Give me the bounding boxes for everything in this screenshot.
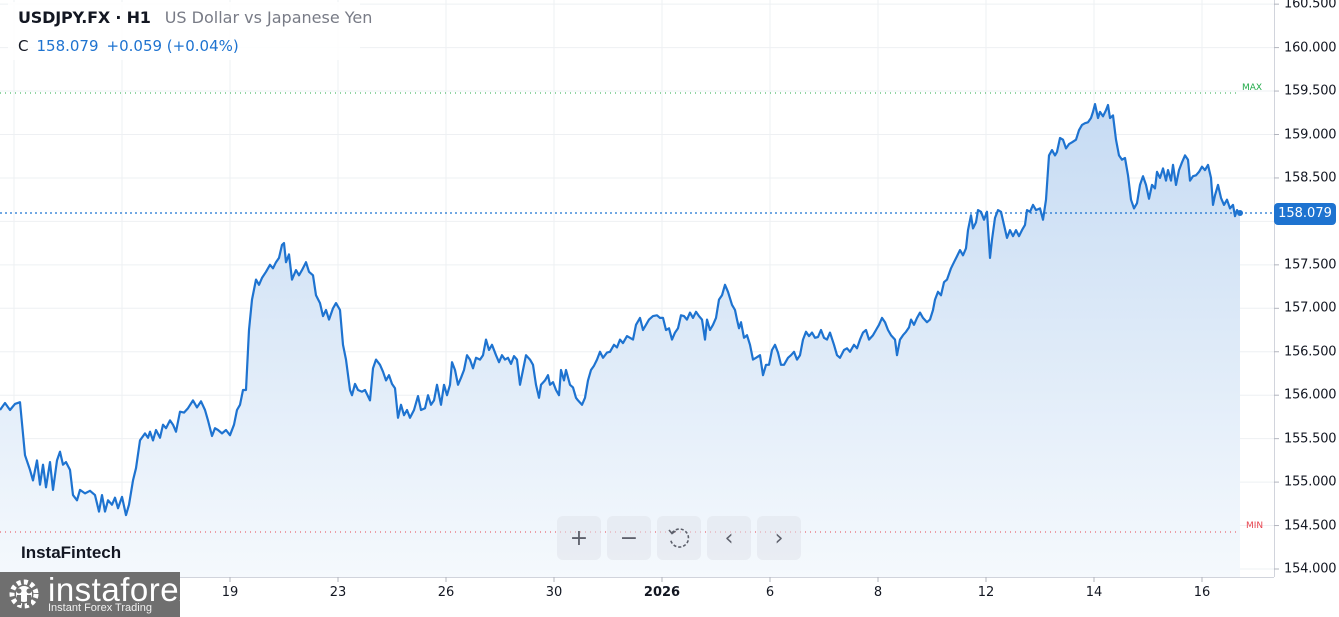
reset-button[interactable] <box>657 516 701 560</box>
chart-navigation-controls: + − ‹ › <box>557 516 801 560</box>
price-axis-label: 160.500 <box>1284 0 1337 12</box>
chart-legend: USDJPY.FX · H1 US Dollar vs Japanese Yen … <box>8 2 372 60</box>
price-axis-label: 159.500 <box>1284 83 1337 99</box>
zoom-out-button[interactable]: − <box>607 516 651 560</box>
price-axis-label: 159.000 <box>1284 127 1337 142</box>
logo-tagline: Instant Forex Trading <box>48 602 152 614</box>
symbol-description: US Dollar vs Japanese Yen <box>164 8 373 27</box>
price-axis-label: 160.000 <box>1284 40 1337 56</box>
minus-icon: − <box>619 525 639 551</box>
min-label: MIN <box>1246 521 1264 531</box>
time-axis-label: 6 <box>765 585 775 600</box>
brand-watermark: InstaFintech <box>21 543 122 562</box>
zoom-in-button[interactable]: + <box>557 516 601 560</box>
chevron-right-icon: › <box>774 525 784 551</box>
price-axis-label: 158.500 <box>1284 170 1337 186</box>
plus-icon: + <box>569 525 589 551</box>
time-axis-label: 30 <box>545 585 563 600</box>
time-axis-label: 8 <box>873 585 883 600</box>
chevron-left-icon: ‹ <box>724 525 734 551</box>
max-label: MAX <box>1242 83 1263 93</box>
close-label: C <box>18 37 29 55</box>
symbol-title[interactable]: USDJPY.FX · H1 <box>18 8 151 27</box>
price-axis-label: 155.000 <box>1284 474 1337 490</box>
price-axis-label: 157.000 <box>1284 300 1337 316</box>
time-axis-label: 12 <box>977 585 995 600</box>
reset-icon <box>668 528 690 548</box>
price-line <box>0 103 1241 517</box>
price-axis-label: 156.000 <box>1284 387 1337 403</box>
logo-wordmark: instaforex <box>48 571 197 608</box>
time-axis-label: 23 <box>329 585 347 600</box>
scroll-left-button[interactable]: ‹ <box>707 516 751 560</box>
price-axis-label: 156.500 <box>1284 344 1337 360</box>
price-axis-label: 155.500 <box>1284 431 1337 447</box>
time-axis-label: 16 <box>1193 585 1211 600</box>
gear-people-icon <box>9 579 39 609</box>
time-axis-label: 14 <box>1085 585 1103 600</box>
time-axis-label: 26 <box>437 585 455 600</box>
scroll-right-button[interactable]: › <box>757 516 801 560</box>
price-axis-label: 157.500 <box>1284 257 1337 273</box>
last-price-tag: 158.079 <box>1274 203 1336 225</box>
price-axis-label: 154.500 <box>1284 518 1337 534</box>
instaforex-logo: instaforex Instant Forex Trading <box>0 572 196 617</box>
last-price-dot <box>1237 210 1243 216</box>
time-axis-label: 19 <box>221 585 239 600</box>
time-axis-label: 2026 <box>643 585 681 600</box>
price-axis-label: 154.000 <box>1284 561 1337 577</box>
price-change: +0.059 (+0.04%) <box>106 37 239 55</box>
close-value: 158.079 <box>36 37 99 55</box>
